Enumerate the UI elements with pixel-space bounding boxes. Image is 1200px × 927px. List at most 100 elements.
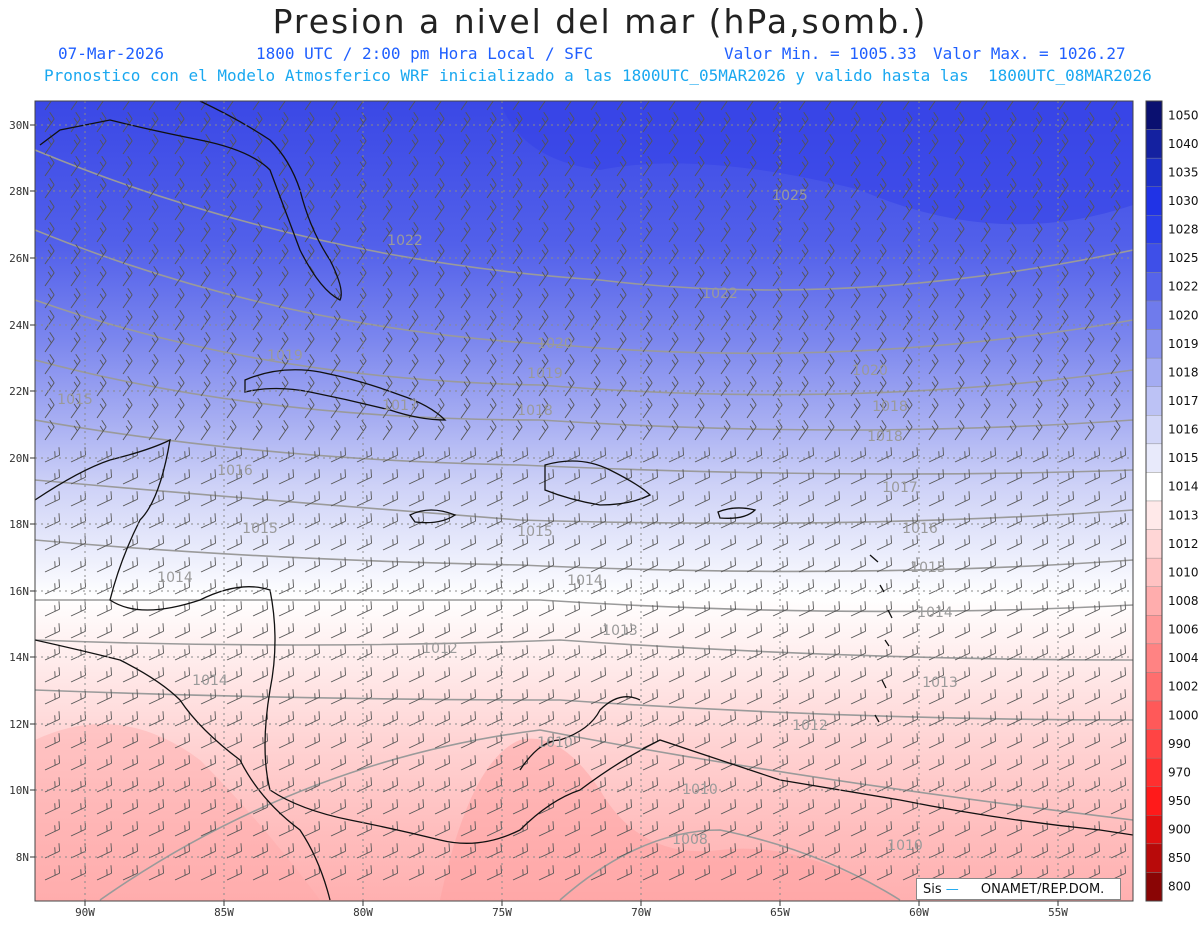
forecast-date: 07-Mar-2026: [58, 44, 164, 63]
wind-barb: [1032, 331, 1043, 353]
wind-barb: [96, 711, 112, 727]
wind-barb: [460, 557, 476, 573]
wind-barb: [304, 287, 315, 309]
wind-barb: [876, 133, 887, 155]
wind-barb: [486, 579, 502, 595]
wind-barb: [486, 419, 497, 441]
wind-barb: [200, 799, 216, 815]
wind-barb: [798, 513, 814, 529]
wind-barb: [824, 799, 840, 815]
wind-barb: [772, 447, 788, 463]
wind-barb: [304, 447, 320, 463]
wind-barb: [330, 645, 346, 661]
wind-barb: [434, 221, 445, 243]
colorbar-label: 970: [1168, 765, 1191, 779]
wind-barb: [174, 667, 190, 683]
wind-barb: [330, 155, 341, 177]
wind-barb: [200, 447, 216, 463]
wind-barb: [1032, 755, 1048, 771]
wind-barb: [96, 243, 107, 265]
wind-barb: [850, 711, 866, 727]
wind-barb: [382, 469, 398, 485]
colorbar-swatch: [1145, 157, 1163, 187]
wind-barb: [694, 491, 710, 507]
wind-barb: [824, 447, 840, 463]
wind-barb: [408, 755, 424, 771]
wind-barb: [1110, 221, 1121, 243]
wind-barb: [642, 199, 653, 221]
isobar-label: 1010: [537, 735, 573, 751]
wind-barb: [434, 419, 445, 441]
wind-barb: [200, 287, 211, 309]
wind-barb: [460, 513, 476, 529]
wind-barb: [902, 419, 913, 441]
wind-barb: [902, 645, 918, 661]
wind-barb: [876, 689, 892, 705]
colorbar-label: 1000: [1168, 708, 1199, 722]
wind-barb: [278, 645, 294, 661]
wind-barb: [304, 623, 320, 639]
wind-barb: [1032, 265, 1043, 287]
wind-barb: [252, 821, 268, 837]
wind-barb: [538, 375, 549, 397]
wind-barb: [512, 667, 528, 683]
wind-barb: [1058, 755, 1074, 771]
wind-barb: [616, 821, 632, 837]
wind-barb: [1084, 177, 1095, 199]
wind-barb: [486, 601, 502, 617]
wind-barb: [96, 447, 112, 463]
wind-barb: [486, 623, 502, 639]
min-value: Valor Min. = 1005.33: [724, 44, 917, 63]
wind-barb: [148, 221, 159, 243]
wind-barb: [1110, 331, 1121, 353]
wind-barb: [226, 711, 242, 727]
wind-barb: [876, 711, 892, 727]
wind-barb: [148, 265, 159, 287]
wind-barb: [1110, 535, 1126, 551]
wind-barb: [512, 375, 523, 397]
wind-barb: [616, 331, 627, 353]
wind-barb: [278, 535, 294, 551]
wind-barb: [590, 375, 601, 397]
wind-barb: [148, 353, 159, 375]
wind-barb: [850, 689, 866, 705]
wind-barb: [512, 513, 528, 529]
wind-barb: [1032, 353, 1043, 375]
wind-barb: [382, 331, 393, 353]
wind-barb: [668, 865, 684, 881]
wind-barb: [720, 865, 736, 881]
wind-barb: [928, 177, 939, 199]
wind-barb: [1006, 711, 1022, 727]
wind-barb: [850, 265, 861, 287]
wind-barb: [876, 843, 892, 859]
wind-barb: [278, 111, 289, 133]
wind-barb: [590, 155, 601, 177]
colorbar: 1050 1040 1035 1030 1028 1025 1022 1020 1019 1018…: [1145, 100, 1199, 902]
wind-barb: [954, 535, 970, 551]
wind-barb: [928, 265, 939, 287]
isobar-label: 1014: [157, 570, 193, 586]
wind-barb: [642, 843, 658, 859]
wind-barb: [122, 353, 133, 375]
wind-barb: [954, 155, 965, 177]
wind-barb: [174, 447, 190, 463]
wind-barb: [746, 155, 757, 177]
wind-barb: [1058, 601, 1074, 617]
wind-barb: [252, 755, 268, 771]
wind-barb: [70, 199, 81, 221]
colorbar-swatch: [1145, 329, 1163, 359]
wind-barb: [720, 243, 731, 265]
wind-barb: [564, 777, 580, 793]
wind-barb: [616, 755, 632, 771]
wind-barb: [330, 733, 346, 749]
wind-barb: [486, 101, 494, 111]
wind-barb: [798, 623, 814, 639]
wind-barb: [746, 375, 757, 397]
wind-barb: [980, 265, 991, 287]
wind-barb: [954, 579, 970, 595]
wind-barb: [538, 309, 549, 331]
wind-barb: [980, 221, 991, 243]
wind-barb: [512, 155, 523, 177]
wind-barb: [616, 353, 627, 375]
wind-barb: [44, 535, 60, 551]
